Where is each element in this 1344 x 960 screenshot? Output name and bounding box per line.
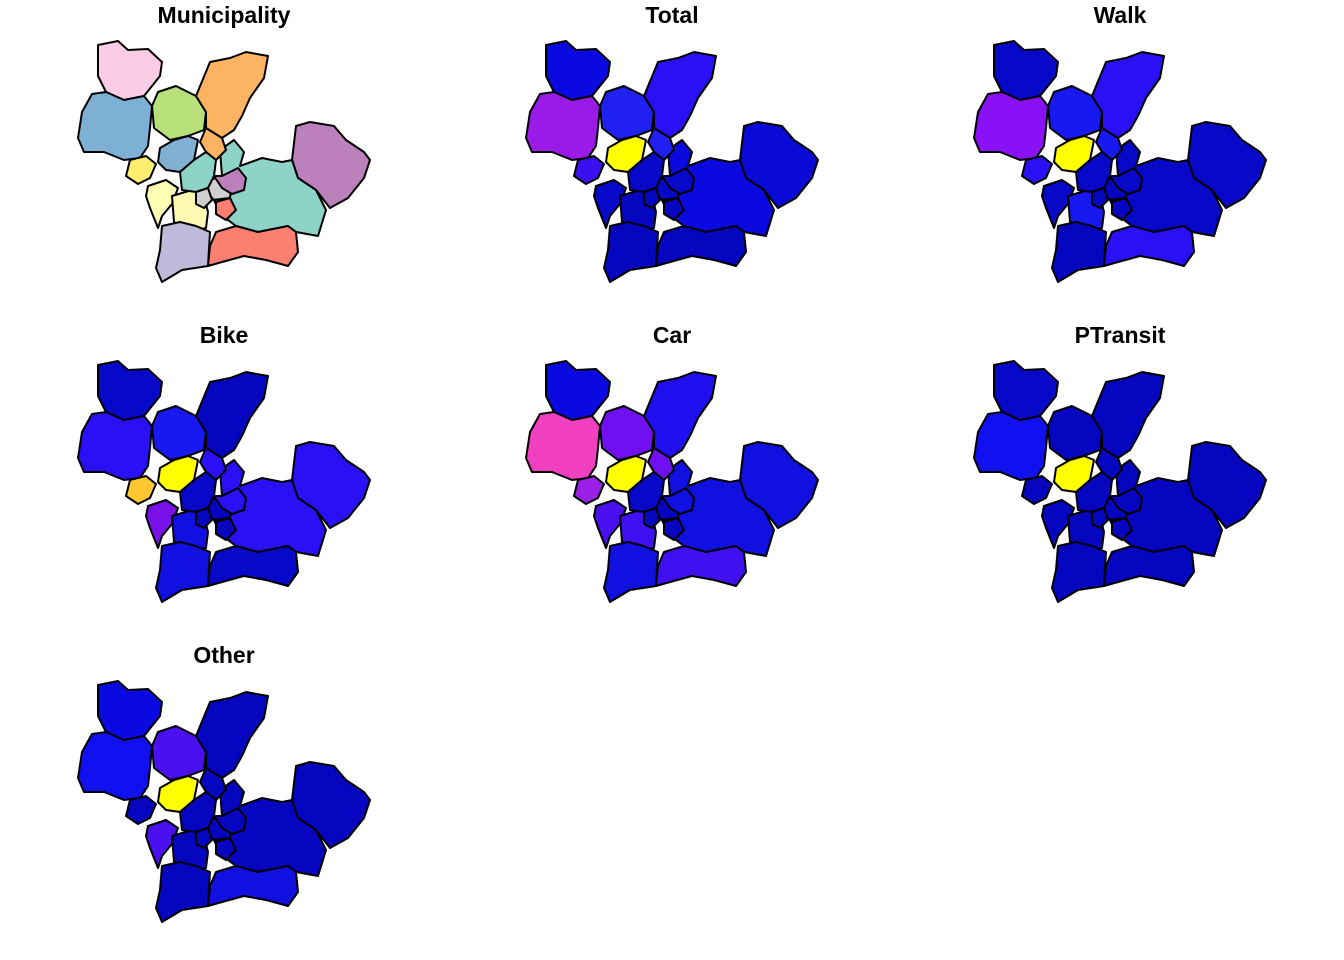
municipality-region: [145, 499, 179, 549]
choropleth-map: [77, 680, 371, 923]
municipality-region: [573, 475, 605, 505]
map-panel-municipality: Municipality: [0, 0, 448, 320]
municipality-region: [973, 91, 1049, 161]
municipality-region: [1103, 225, 1195, 267]
municipality-region: [663, 517, 685, 541]
municipality-region: [545, 360, 611, 421]
municipality-region: [663, 197, 685, 221]
choropleth-map: [973, 360, 1267, 603]
municipality-region: [1091, 371, 1165, 459]
municipality-region: [1103, 545, 1195, 587]
municipality-region: [1109, 487, 1143, 515]
municipality-region: [525, 91, 601, 161]
municipality-region: [661, 167, 695, 195]
municipality-region: [593, 499, 627, 549]
municipality-region: [97, 360, 163, 421]
map-panel-other: Other: [0, 640, 448, 960]
municipality-region: [125, 155, 157, 185]
municipality-region: [215, 517, 237, 541]
municipality-region: [973, 411, 1049, 481]
municipality-region: [643, 187, 661, 209]
municipality-region: [155, 221, 211, 283]
municipality-region: [655, 545, 747, 587]
municipality-region: [145, 179, 179, 229]
municipality-region: [993, 360, 1059, 421]
municipality-region: [77, 411, 153, 481]
municipality-region: [643, 51, 717, 139]
municipality-region: [1021, 475, 1053, 505]
municipality-region: [77, 731, 153, 801]
panel-title: Other: [193, 642, 255, 668]
municipality-region: [145, 819, 179, 869]
municipality-region: [207, 545, 299, 587]
municipality-region: [125, 795, 157, 825]
municipality-region: [213, 807, 247, 835]
municipality-region: [643, 371, 717, 459]
municipality-region: [215, 837, 237, 861]
choropleth-map: [525, 40, 819, 283]
choropleth-map: [525, 360, 819, 603]
municipality-region: [1041, 179, 1075, 229]
municipality-region: [1051, 221, 1107, 283]
choropleth-map: [77, 40, 371, 283]
municipality-region: [661, 487, 695, 515]
map-panel-total: Total: [448, 0, 896, 320]
map-panel-car: Car: [448, 320, 896, 640]
municipality-region: [593, 179, 627, 229]
municipality-region: [125, 475, 157, 505]
municipality-region: [1041, 499, 1075, 549]
municipality-region: [213, 167, 247, 195]
municipality-region: [195, 507, 213, 529]
municipality-region: [1021, 155, 1053, 185]
municipality-region: [1051, 541, 1107, 603]
municipality-region: [573, 155, 605, 185]
panel-title: Car: [652, 322, 692, 348]
municipality-region: [655, 225, 747, 267]
municipality-region: [1111, 197, 1133, 221]
municipality-region: [97, 40, 163, 101]
municipality-region: [195, 827, 213, 849]
municipality-region: [207, 865, 299, 907]
municipality-region: [195, 371, 269, 459]
municipality-region: [207, 225, 299, 267]
municipality-region: [993, 40, 1059, 101]
panel-title: Bike: [199, 322, 249, 348]
panel-title: Walk: [1093, 2, 1147, 28]
municipality-region: [155, 541, 211, 603]
municipality-region: [97, 680, 163, 741]
municipality-region: [1109, 167, 1143, 195]
municipality-region: [525, 411, 601, 481]
choropleth-map: [973, 40, 1267, 283]
map-panel-bike: Bike: [0, 320, 448, 640]
municipality-region: [195, 187, 213, 209]
municipality-region: [77, 91, 153, 161]
municipality-region: [155, 861, 211, 923]
municipality-region: [603, 541, 659, 603]
municipality-region: [195, 51, 269, 139]
municipality-region: [603, 221, 659, 283]
panel-title: Municipality: [157, 2, 291, 28]
municipality-region: [1111, 517, 1133, 541]
panel-title: Total: [645, 2, 699, 28]
municipality-region: [1091, 507, 1109, 529]
panel-title: PTransit: [1074, 322, 1166, 348]
municipality-region: [1091, 187, 1109, 209]
municipality-region: [213, 487, 247, 515]
municipality-region: [545, 40, 611, 101]
municipality-region: [1091, 51, 1165, 139]
map-panel-walk: Walk: [896, 0, 1344, 320]
map-panel-ptransit: PTransit: [896, 320, 1344, 640]
municipality-region: [215, 197, 237, 221]
choropleth-map: [77, 360, 371, 603]
municipality-region: [643, 507, 661, 529]
municipality-region: [195, 691, 269, 779]
